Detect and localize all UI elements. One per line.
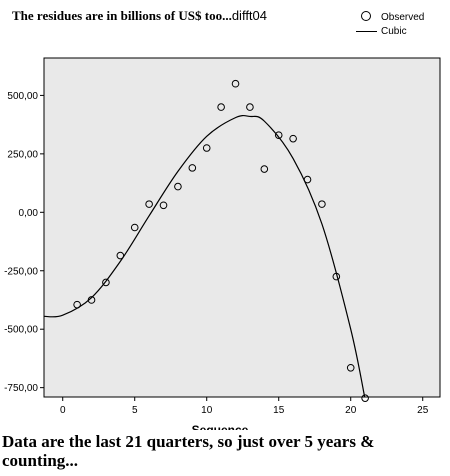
- observed-point: [246, 103, 254, 111]
- plot-area: [43, 57, 441, 398]
- observed-point: [159, 201, 168, 210]
- chart-plot: 500,00 250,00 0,00 -250,00 -500,00 -750,00 0 5 1…: [4, 57, 441, 430]
- observed-point: [332, 272, 341, 281]
- observed-point: [289, 134, 297, 143]
- chart-caption: Data are the last 21 quarters, so just o…: [2, 432, 375, 470]
- observed-point: [217, 103, 225, 111]
- observed-point: [260, 165, 269, 173]
- observed-point: [202, 144, 211, 152]
- observed-point: [87, 296, 96, 304]
- chart-heading-text: The residues are in billions of US$ too.…: [12, 8, 232, 23]
- legend: Observed Cubic: [356, 10, 424, 38]
- observed-point: [73, 300, 81, 309]
- y-tick-label: -500,00: [4, 325, 38, 336]
- x-axis-title: Sequence: [192, 423, 249, 430]
- observed-point: [145, 200, 153, 208]
- x-tick-label: 10: [201, 405, 213, 416]
- legend-item-cubic: Cubic: [356, 24, 424, 38]
- y-tick-label: 0,00: [19, 208, 39, 219]
- chart-heading-tag: difft04: [231, 8, 268, 23]
- observed-point: [231, 79, 240, 88]
- legend-label-cubic: Cubic: [381, 25, 407, 37]
- x-tick-label: 0: [60, 405, 66, 416]
- observed-point: [116, 251, 125, 260]
- y-tick-label: 250,00: [7, 149, 38, 160]
- legend-item-observed: Observed: [356, 10, 424, 24]
- open-circle-marker-icon: [356, 11, 378, 23]
- observed-point: [130, 223, 139, 232]
- observed-point: [274, 131, 283, 139]
- legend-label-observed: Observed: [381, 11, 425, 23]
- observed-point: [361, 394, 369, 402]
- x-tick-label: 25: [417, 405, 429, 416]
- observed-point: [303, 175, 312, 184]
- cubic-fit-line: [44, 114, 366, 397]
- y-tick-label: -250,00: [4, 266, 38, 277]
- y-tick-label: -750,00: [4, 383, 38, 394]
- observed-point: [346, 363, 355, 372]
- observed-point: [102, 278, 110, 287]
- observed-point: [318, 200, 326, 208]
- chart-heading: The residues are in billions of US$ too.…: [12, 8, 267, 24]
- x-tick-label: 20: [345, 405, 357, 416]
- line-marker-icon: [356, 25, 378, 37]
- y-tick-label: 500,00: [7, 91, 38, 102]
- observed-point: [174, 182, 182, 191]
- x-tick-label: 15: [273, 405, 285, 416]
- observed-point: [188, 164, 197, 172]
- x-tick-label: 5: [132, 405, 138, 416]
